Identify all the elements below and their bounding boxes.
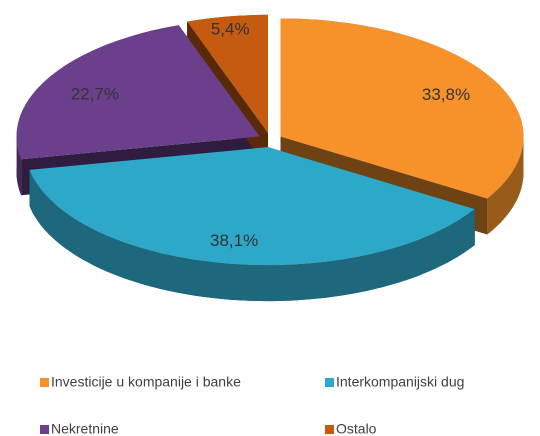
value-label: 22,7% <box>71 84 119 103</box>
legend-label: Ostalo <box>336 421 377 436</box>
legend-swatch <box>40 378 49 387</box>
legend-swatch <box>325 378 334 387</box>
legend-label: Interkompanijski dug <box>336 374 464 390</box>
legend-label: Investicije u kompanije i banke <box>51 374 241 390</box>
slice-front <box>487 136 524 235</box>
value-label: 33,8% <box>422 85 470 104</box>
legend-swatch <box>40 425 49 434</box>
legend-label: Nekretnine <box>51 421 119 436</box>
slice <box>29 147 475 266</box>
slice <box>280 18 524 199</box>
value-label: 5,4% <box>211 19 250 38</box>
value-label: 38,1% <box>210 231 258 250</box>
slice-front <box>29 169 475 302</box>
slice <box>16 25 260 160</box>
slice-front <box>16 136 22 196</box>
legend-swatch <box>325 425 334 434</box>
slice <box>187 14 268 133</box>
